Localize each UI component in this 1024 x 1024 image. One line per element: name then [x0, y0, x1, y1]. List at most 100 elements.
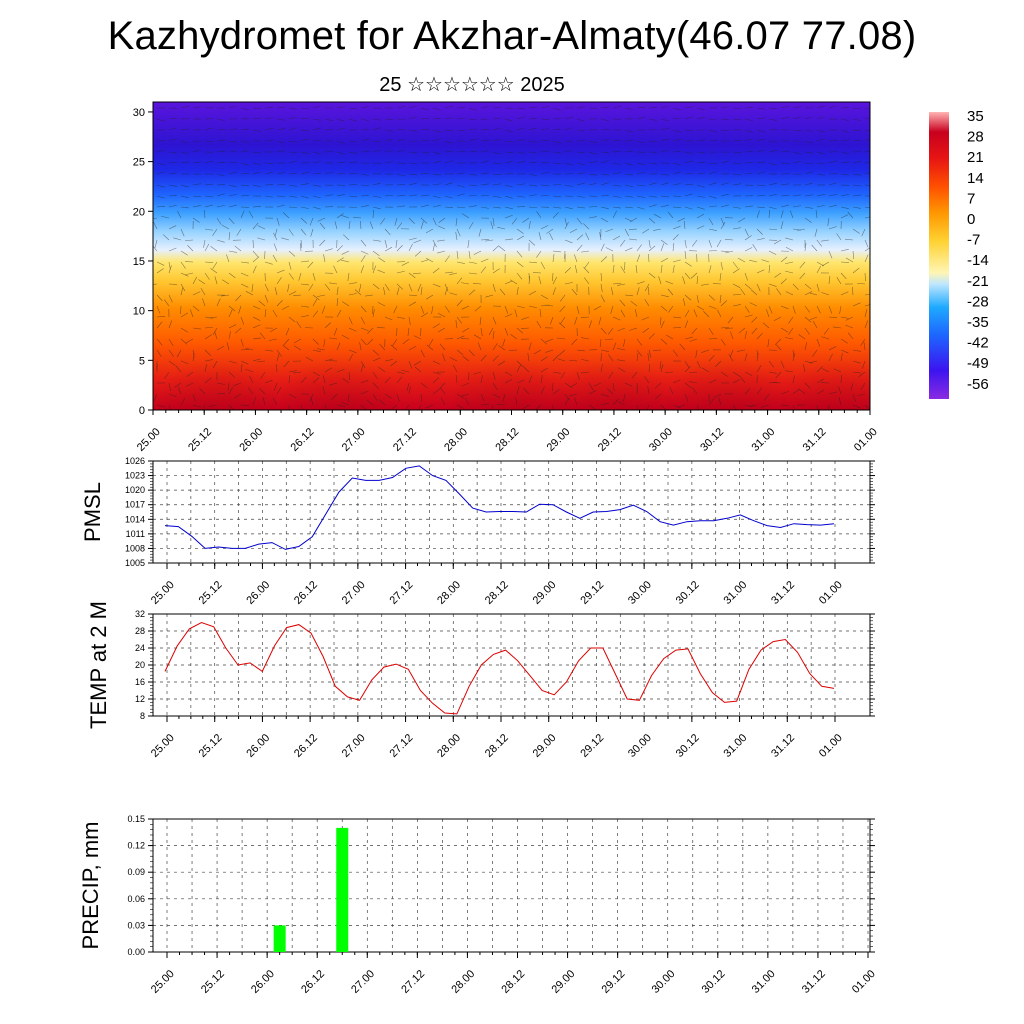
series-line — [164, 465, 835, 550]
x-tick-label: 29.00 — [531, 732, 559, 760]
x-tick-label: 26.00 — [244, 732, 272, 760]
colorbar-label: 21 — [967, 149, 984, 166]
y-tick-label: 1017 — [125, 500, 145, 510]
y-tick-label: 0.06 — [127, 894, 145, 904]
x-tick-label: 28.00 — [442, 426, 470, 454]
y-tick-label: 0.15 — [127, 814, 145, 824]
y-tick-label: 1020 — [125, 485, 145, 495]
y-tick-label: 1014 — [125, 514, 145, 524]
x-tick-label: 29.12 — [578, 579, 606, 607]
warm-plume — [666, 320, 787, 410]
y-axis-label: PRECIP, mm — [78, 822, 103, 950]
x-tick-label: 27.12 — [387, 732, 415, 760]
x-tick-label: 25.00 — [149, 968, 177, 996]
x-tick-label: 30.00 — [626, 579, 654, 607]
x-tick-label: 27.12 — [391, 426, 419, 454]
wind-barbs — [153, 105, 870, 410]
chart-subtitle: 25 ☆☆☆☆☆☆ 2025 — [379, 74, 565, 96]
series-line — [164, 621, 835, 715]
x-tick-label: 31.12 — [801, 426, 829, 454]
x-tick-label: 26.12 — [292, 732, 320, 760]
colorbar-label: -42 — [967, 335, 989, 352]
chart-title: Kazhydromet for Akzhar-Almaty(46.07 77.0… — [107, 14, 917, 58]
y-tick-label: 20 — [133, 206, 145, 218]
panel-frame — [152, 460, 871, 564]
x-tick-label: 30.12 — [674, 732, 702, 760]
warm-plume — [451, 320, 572, 410]
x-tick-label: 26.00 — [237, 426, 265, 454]
x-tick-label: 30.12 — [700, 968, 728, 996]
heatmap-panel: 0 5 10 15 20 25 30 25.00 25.12 26.00 26.12 27.00 27.… — [133, 101, 880, 454]
colorbar-label: 7 — [967, 190, 975, 207]
warm-plume — [157, 320, 278, 410]
y-tick-label: 10 — [133, 306, 145, 318]
x-tick-label: 01.00 — [817, 579, 845, 607]
colorbar-label: -28 — [967, 293, 989, 310]
x-tick-label: 31.00 — [750, 968, 778, 996]
y-tick-label: 32 — [135, 609, 145, 619]
x-tick-label: 25.00 — [135, 426, 163, 454]
x-tick-label: 26.12 — [292, 579, 320, 607]
x-tick-label: 30.12 — [698, 426, 726, 454]
x-tick-label: 28.00 — [435, 732, 463, 760]
precipitation-panel: 0.00 0.03 0.06 0.09 0.12 0.15 25.00 25.12 26.00 2… — [78, 814, 878, 996]
x-tick-label: 30.12 — [674, 579, 702, 607]
y-tick-label: 24 — [135, 643, 145, 653]
y-tick-label: 12 — [135, 694, 145, 704]
x-tick-label: 26.12 — [299, 968, 327, 996]
x-tick-label: 25.12 — [199, 968, 227, 996]
x-tick-label: 30.00 — [647, 426, 675, 454]
colorbar-label: -14 — [967, 252, 989, 269]
y-tick-label: 0.00 — [127, 947, 145, 957]
y-tick-label: 0.03 — [127, 920, 145, 930]
x-tick-label: 28.00 — [435, 579, 463, 607]
y-tick-label: 28 — [135, 626, 145, 636]
x-tick-label: 29.12 — [600, 968, 628, 996]
y-tick-label: 15 — [133, 256, 145, 268]
colorbar-label: -21 — [967, 273, 989, 290]
y-tick-label: 1011 — [126, 529, 145, 539]
x-tick-label: 30.00 — [650, 968, 678, 996]
warm-plume — [551, 320, 672, 410]
x-tick-label: 28.12 — [499, 968, 527, 996]
x-tick-label: 31.00 — [721, 579, 749, 607]
y-tick-label: 20 — [135, 660, 145, 670]
y-tick-label: 0.09 — [127, 867, 145, 877]
x-tick-label: 31.00 — [749, 426, 777, 454]
y-tick-label: 1023 — [125, 471, 145, 481]
y-tick-label: 1026 — [125, 456, 145, 466]
warm-plume — [781, 320, 870, 410]
x-tick-label: 26.12 — [289, 426, 317, 454]
colorbar-label: -56 — [967, 376, 989, 393]
x-tick-label: 29.00 — [549, 968, 577, 996]
colorbar-scale — [929, 112, 949, 399]
pmsl-panel: 1005 1008 1011 1014 1017 1020 1023 1026 25.00 25.… — [80, 456, 875, 607]
temperature-panel: 8 12 16 20 24 28 32 25.00 25.12 26.00 26.12 27.00 27… — [86, 601, 875, 760]
x-tick-label: 31.00 — [721, 732, 749, 760]
y-tick-label: 8 — [140, 711, 145, 721]
y-tick-label: 16 — [135, 677, 145, 687]
x-tick-label: 27.12 — [399, 968, 427, 996]
x-tick-label: 26.00 — [249, 968, 277, 996]
x-tick-label: 29.12 — [578, 732, 606, 760]
colorbar-label: 28 — [967, 129, 984, 146]
y-tick-label: 25 — [133, 157, 145, 169]
x-tick-label: 01.00 — [852, 426, 880, 454]
x-tick-label: 27.00 — [340, 579, 368, 607]
y-axis-label: PMSL — [80, 482, 105, 542]
x-tick-label: 25.12 — [197, 579, 225, 607]
x-tick-label: 28.12 — [483, 732, 511, 760]
colorbar-label: -35 — [967, 314, 989, 331]
colorbar-label: -7 — [967, 232, 980, 249]
x-tick-label: 27.12 — [387, 579, 415, 607]
y-axis-label: TEMP at 2 M — [86, 601, 111, 729]
colorbar-label: -49 — [967, 355, 989, 372]
x-tick-label: 28.12 — [493, 426, 521, 454]
y-tick-label: 1005 — [125, 558, 145, 568]
colorbar: 35 28 21 14 7 0 -7 -14 -21 -28 -35 -42 -49 -56 — [929, 108, 989, 399]
colorbar-label: 14 — [967, 170, 984, 187]
x-tick-label: 01.00 — [850, 968, 878, 996]
y-tick-label: 5 — [139, 355, 145, 367]
x-tick-label: 31.12 — [800, 968, 828, 996]
